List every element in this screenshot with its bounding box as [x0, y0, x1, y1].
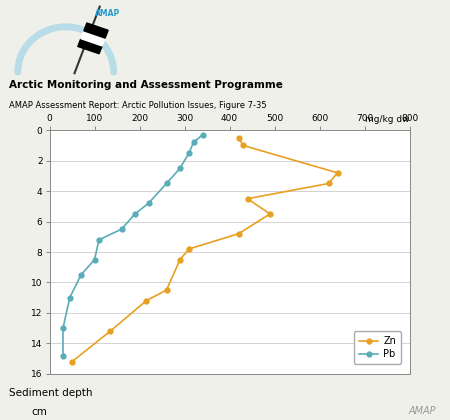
Pb: [200, 132, 205, 137]
Pb: [177, 166, 183, 171]
Pb: [92, 257, 97, 262]
Zn: [108, 328, 113, 333]
Pb: [119, 227, 124, 232]
Zn: [267, 211, 273, 216]
Zn: [335, 171, 340, 176]
Pb: [60, 353, 66, 358]
Zn: [245, 196, 250, 201]
Zn: [326, 181, 331, 186]
Zn: [236, 231, 241, 236]
Zn: [69, 359, 75, 364]
Pb: [191, 140, 196, 145]
Pb: [132, 211, 138, 216]
Pb: [78, 272, 84, 277]
Legend: Zn, Pb: Zn, Pb: [354, 331, 401, 364]
Text: AMAP: AMAP: [409, 406, 436, 416]
Text: cm: cm: [32, 407, 47, 417]
Zn: [144, 298, 149, 303]
Pb: [186, 150, 192, 155]
Text: Arctic Monitoring and Assessment Programme: Arctic Monitoring and Assessment Program…: [9, 80, 283, 90]
Polygon shape: [84, 23, 108, 38]
Polygon shape: [78, 39, 102, 54]
Zn: [240, 143, 246, 148]
Pb: [146, 201, 151, 206]
Text: Sediment depth: Sediment depth: [9, 388, 93, 399]
Text: mg/kg dw: mg/kg dw: [365, 115, 410, 124]
Zn: [164, 288, 169, 293]
Zn: [177, 257, 183, 262]
Zn: [236, 135, 241, 140]
Pb: [60, 326, 66, 331]
Pb: [164, 181, 169, 186]
Pb: [96, 237, 102, 242]
Line: Zn: Zn: [70, 135, 340, 364]
Polygon shape: [81, 31, 105, 46]
Line: Pb: Pb: [61, 132, 205, 358]
Text: AMAP Assessment Report: Arctic Pollution Issues, Figure 7-35: AMAP Assessment Report: Arctic Pollution…: [9, 101, 266, 110]
Pb: [67, 295, 72, 300]
Text: AMAP: AMAP: [94, 9, 120, 18]
Zn: [186, 247, 192, 252]
